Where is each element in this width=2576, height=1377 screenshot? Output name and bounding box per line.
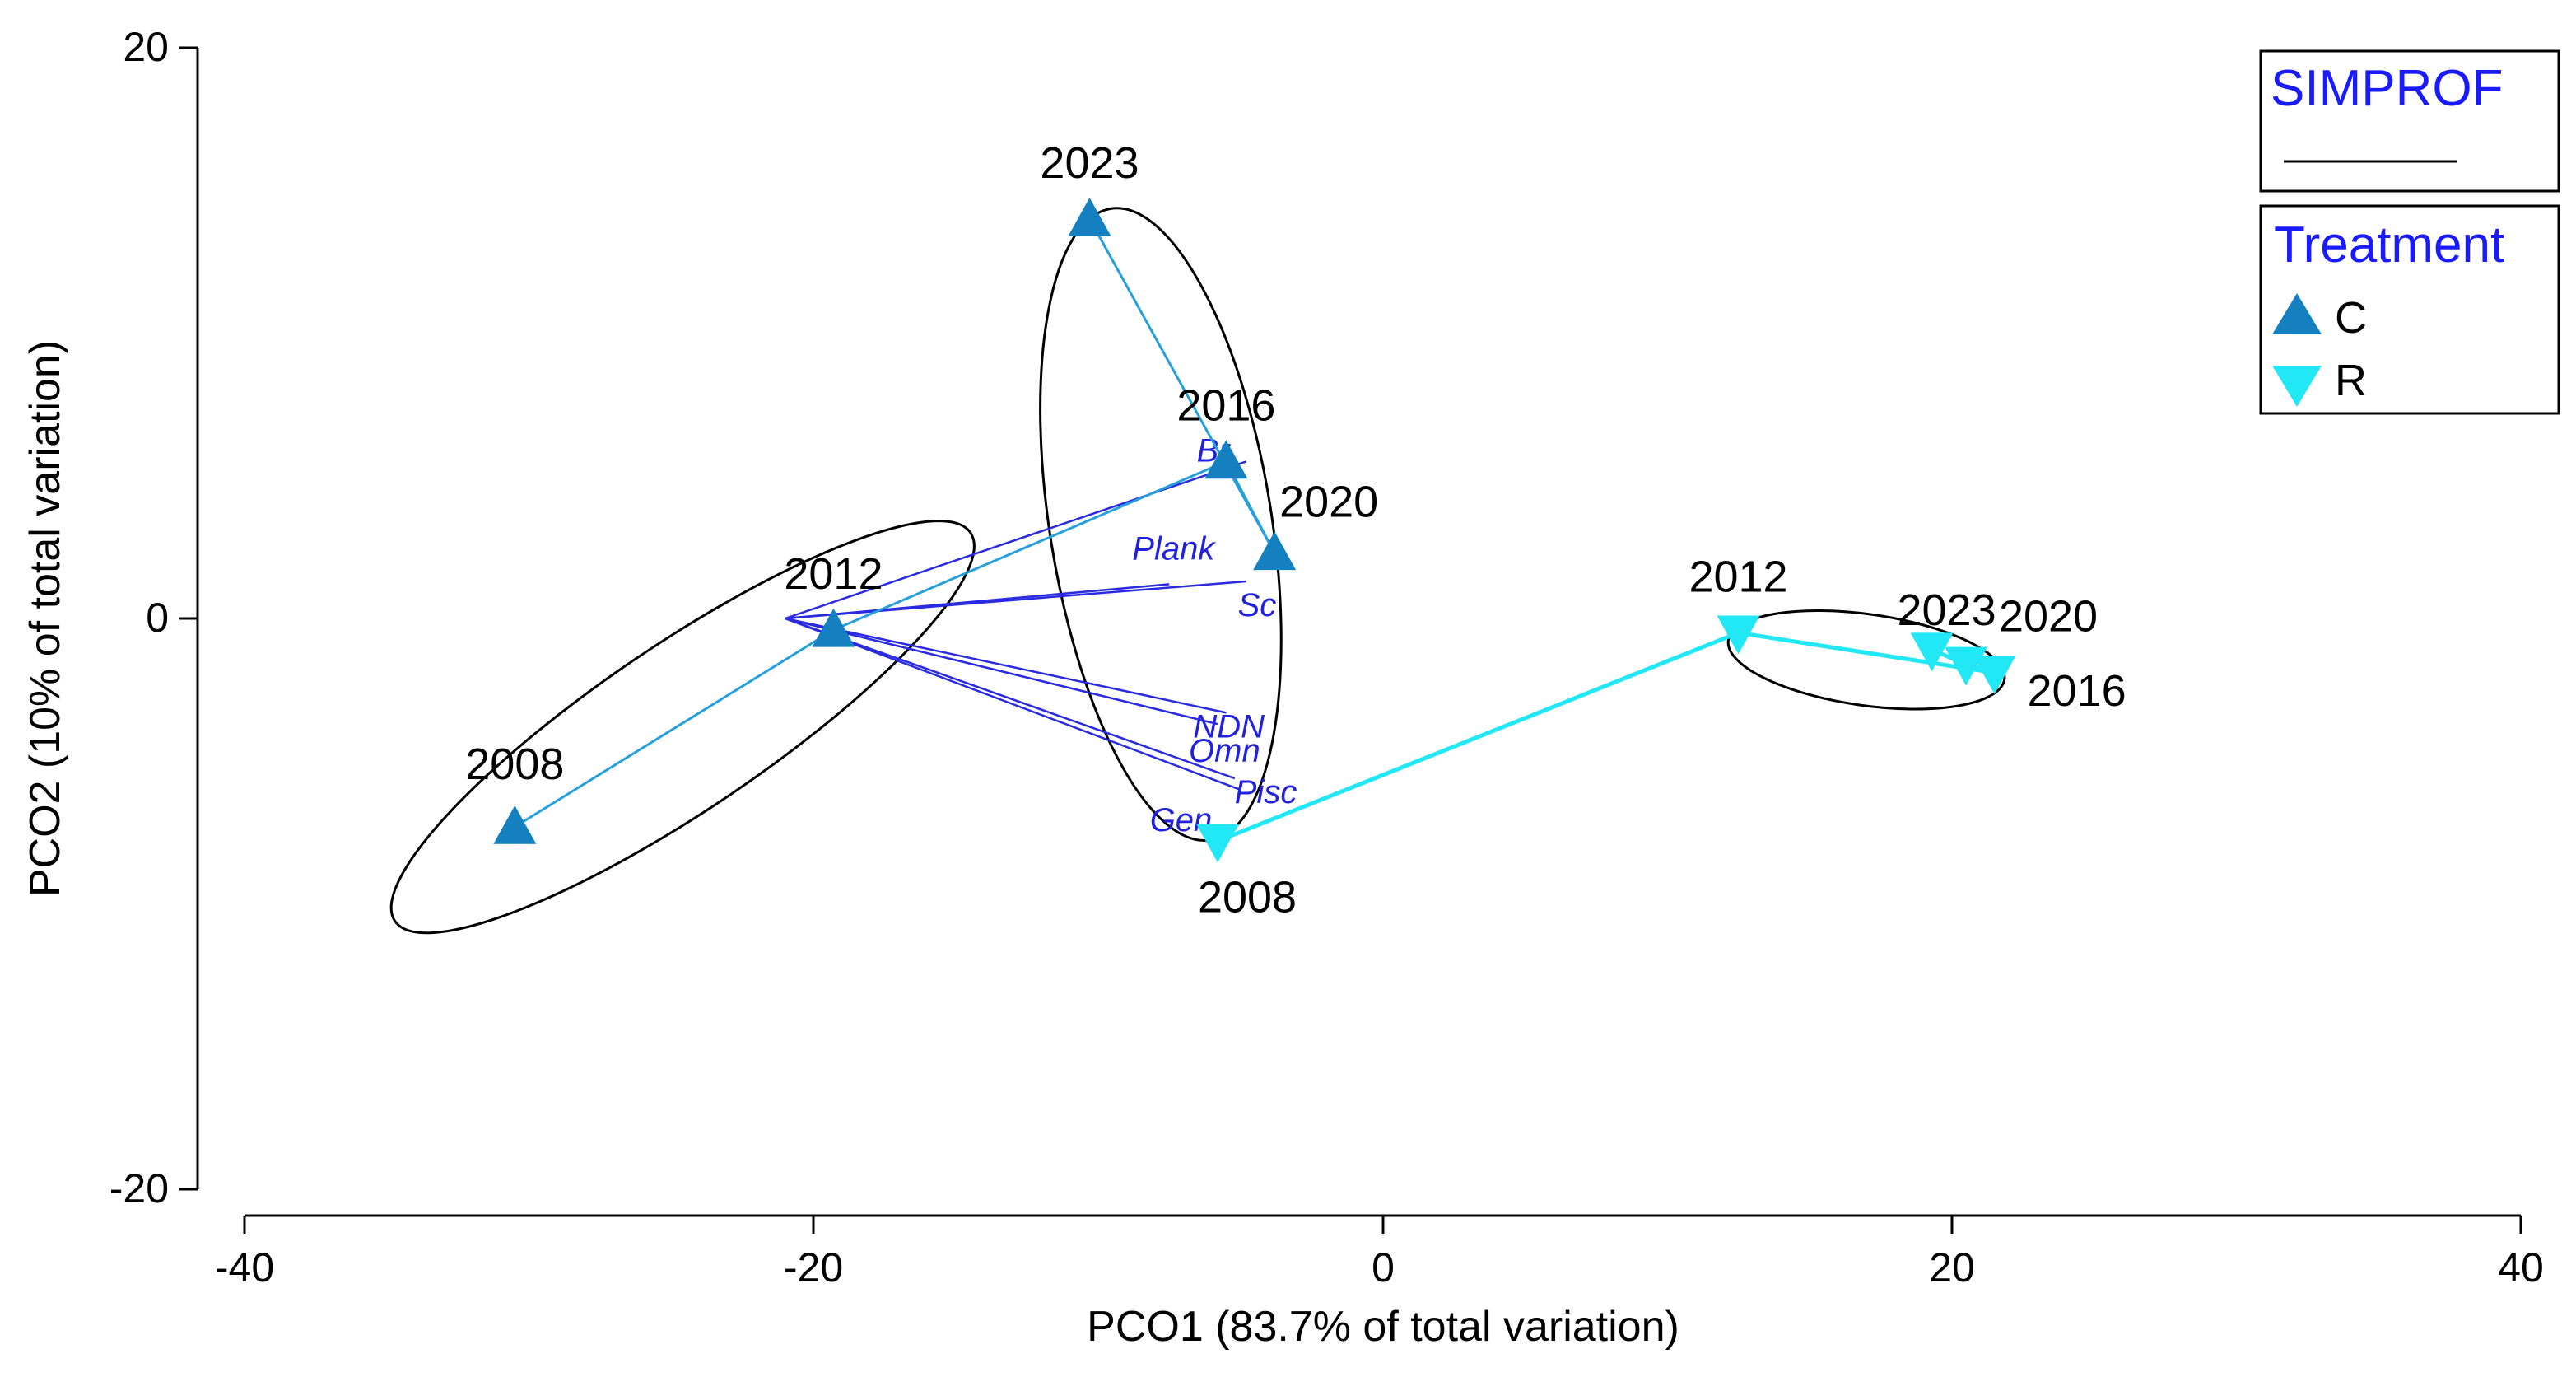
- point-label: 2012: [1689, 552, 1787, 601]
- legend-label-r: R: [2335, 356, 2367, 405]
- point-label: 2008: [465, 740, 564, 789]
- legend-label-c: C: [2335, 293, 2367, 343]
- x-axis-title: PCO1 (83.7% of total variation): [1087, 1303, 1679, 1351]
- y-tick-label: 0: [146, 595, 169, 641]
- vector-label: Pisc: [1235, 774, 1297, 810]
- trajectory-lines: [514, 218, 1996, 843]
- x-tick-label: 40: [2498, 1244, 2544, 1291]
- vector-label: Omn: [1189, 733, 1260, 769]
- simprof-ellipse: [1039, 207, 1283, 843]
- point-c-2012: [812, 608, 855, 647]
- simprof-ellipse: [389, 520, 976, 935]
- vector-gen: [785, 617, 1241, 791]
- trajectory-segment-c: [514, 628, 835, 829]
- point-c-2008: [493, 805, 537, 844]
- legend-marker-r: [2272, 366, 2322, 407]
- point-label: 2008: [1198, 872, 1297, 922]
- y-tick-label: 20: [123, 24, 169, 70]
- y-axis: 20 0 -20 PCO2 (10% of total variation): [21, 24, 199, 1211]
- point-label: 2012: [784, 549, 883, 599]
- y-tick-label: -20: [109, 1165, 169, 1211]
- data-points: [493, 197, 2016, 863]
- point-label: 2020: [1279, 477, 1378, 526]
- x-tick-label: -20: [784, 1244, 843, 1291]
- legend-treatment-title: Treatment: [2274, 217, 2504, 273]
- point-r-2016: [1973, 656, 2016, 694]
- x-tick-label: 20: [1929, 1244, 1975, 1291]
- point-label: 2016: [2028, 666, 2126, 716]
- x-axis: -40 -20 0 20 40 PCO1 (83.7% of total var…: [215, 1214, 2544, 1351]
- vector-sc: [785, 580, 1246, 620]
- point-c-2016: [1204, 440, 1248, 479]
- point-label: 2023: [1040, 138, 1139, 188]
- point-r-2020: [1945, 646, 1988, 686]
- legend-simprof-box: [2259, 49, 2560, 193]
- point-r-2012: [1717, 615, 1760, 655]
- legend-treatment-box: [2259, 204, 2560, 415]
- point-label: 2020: [1999, 591, 2098, 641]
- point-label: 2023: [1897, 586, 1996, 635]
- simprof-ellipse: [1726, 609, 2006, 711]
- vector-ndn: [785, 617, 1227, 714]
- vector-label: Plank: [1132, 530, 1216, 567]
- vector-label: Sc: [1238, 587, 1277, 623]
- trajectory-segment-c: [832, 460, 1227, 632]
- x-tick-label: 0: [1372, 1244, 1395, 1291]
- point-label: 2016: [1176, 380, 1275, 430]
- vector-br: [785, 460, 1247, 620]
- point-r-2023: [1910, 632, 1954, 672]
- x-tick-label: -40: [215, 1244, 274, 1291]
- legend-simprof-title: SIMPROF: [2271, 60, 2503, 117]
- y-axis-title: PCO2 (10% of total variation): [21, 340, 69, 897]
- trajectory-segment-c: [1088, 218, 1276, 554]
- point-r-2008: [1196, 824, 1240, 863]
- vector-omn: [785, 617, 1218, 726]
- point-c-2023: [1068, 197, 1111, 236]
- point-c-2020: [1253, 531, 1297, 571]
- vector-pisc: [785, 617, 1236, 780]
- trajectory-segment-r: [1738, 630, 1995, 675]
- vector-label: NDN: [1193, 708, 1265, 745]
- legend: SIMPROF Treatment C R: [2259, 49, 2560, 415]
- legend-marker-c: [2272, 293, 2322, 334]
- trajectory-segment-r: [1217, 631, 1740, 843]
